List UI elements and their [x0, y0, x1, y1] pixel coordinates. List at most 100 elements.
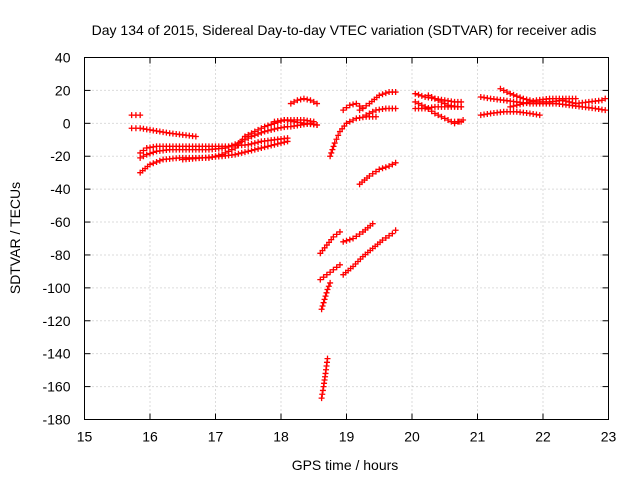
- data-point: [324, 355, 331, 362]
- data-point: [392, 227, 399, 234]
- data-point: [147, 161, 153, 168]
- sample-marker: [255, 139, 262, 146]
- y-axis-label: SDTVAR / TECUs: [7, 182, 23, 294]
- sample-marker: [418, 92, 425, 99]
- sample-marker: [323, 289, 330, 296]
- sample-marker: [566, 98, 573, 105]
- data-point: [456, 118, 463, 125]
- sample-marker: [333, 136, 340, 143]
- data-point: [143, 151, 150, 158]
- sample-marker: [238, 149, 245, 156]
- data-point: [284, 138, 291, 145]
- sample-marker: [248, 130, 255, 137]
- data-point: [241, 133, 248, 140]
- sample-marker: [228, 146, 235, 153]
- sample-marker: [251, 146, 258, 153]
- series-arc-14: [317, 261, 343, 283]
- sample-marker: [438, 113, 445, 120]
- sample-marker: [415, 91, 422, 98]
- sample-marker: [153, 158, 160, 165]
- sample-marker: [319, 387, 326, 394]
- sample-marker: [513, 102, 520, 109]
- x-tick-label: 23: [601, 429, 617, 445]
- sample-marker: [327, 269, 334, 276]
- data-point: [137, 154, 144, 161]
- series-arc-10: [287, 95, 321, 107]
- sample-marker: [526, 98, 533, 105]
- data-point: [392, 159, 399, 166]
- chart-title: Day 134 of 2015, Sidereal Day-to-day VTE…: [92, 22, 597, 38]
- sample-marker: [356, 231, 363, 238]
- sample-marker: [241, 149, 248, 156]
- sample-marker: [513, 93, 520, 100]
- sample-marker: [329, 146, 336, 153]
- series-arc-26: [451, 117, 467, 127]
- data-point: [314, 100, 321, 107]
- sample-marker: [321, 296, 328, 303]
- sample-marker: [372, 168, 379, 175]
- y-tick-labels: -180 -160 -140 -120 -100 -80 -60 -40 -20 0 20 40: [42, 50, 70, 428]
- sample-marker: [379, 165, 386, 172]
- data-point: [287, 100, 294, 107]
- data-point: [379, 237, 386, 244]
- sample-marker: [281, 139, 288, 146]
- series-arc-18: [363, 105, 399, 119]
- x-tick-label: 15: [77, 429, 93, 445]
- data-point: [327, 153, 334, 160]
- series-arc-06: [179, 138, 291, 163]
- sample-marker: [255, 145, 262, 152]
- series-arc-20: [340, 227, 399, 278]
- data-point: [340, 238, 347, 245]
- data-point: [412, 90, 419, 97]
- sample-marker: [343, 237, 350, 244]
- data-point: [451, 120, 458, 127]
- data-point: [261, 123, 268, 130]
- data-point: [346, 102, 353, 109]
- sample-marker: [140, 153, 147, 160]
- sample-marker: [441, 100, 448, 107]
- data-point: [376, 166, 383, 173]
- data-point: [458, 103, 465, 110]
- data-point: [318, 306, 325, 313]
- sample-marker: [389, 161, 396, 168]
- data-point: [441, 115, 448, 122]
- x-tick-label: 20: [404, 429, 420, 445]
- data-point: [425, 92, 432, 99]
- sample-marker: [369, 170, 376, 177]
- sample-marker: [517, 101, 524, 108]
- y-tick-label: 40: [55, 50, 71, 66]
- sample-marker: [363, 102, 370, 109]
- series-arc-28: [477, 108, 543, 119]
- series-arc-12: [318, 279, 334, 313]
- data-point: [386, 163, 393, 170]
- data-point: [192, 133, 199, 140]
- data-point: [336, 261, 343, 268]
- data-point: [435, 97, 442, 104]
- data-point: [336, 228, 343, 235]
- data-point: [602, 107, 609, 114]
- sample-marker: [523, 99, 530, 106]
- sample-marker: [310, 121, 317, 128]
- sample-marker: [445, 117, 452, 124]
- sample-marker: [382, 164, 389, 171]
- data-point: [271, 141, 278, 148]
- sample-marker: [156, 157, 163, 164]
- data-point: [356, 107, 363, 114]
- data-point: [460, 117, 467, 124]
- series-arc-02: [128, 125, 199, 140]
- y-tick-label: -180: [42, 412, 70, 428]
- sample-marker: [346, 236, 353, 243]
- sample-marker: [150, 160, 157, 167]
- sample-marker: [353, 233, 360, 240]
- x-tick-labels: 15 16 17 18 19 20 21 22 23: [77, 429, 617, 445]
- sample-marker: [251, 140, 258, 147]
- sample-marker: [248, 147, 255, 154]
- series-arc-16: [340, 100, 366, 114]
- sample-marker: [235, 150, 242, 157]
- data-point: [536, 112, 543, 119]
- sample-marker: [320, 274, 327, 281]
- y-tick-label: -60: [50, 214, 70, 230]
- sample-marker: [271, 126, 278, 133]
- data-point: [251, 128, 258, 135]
